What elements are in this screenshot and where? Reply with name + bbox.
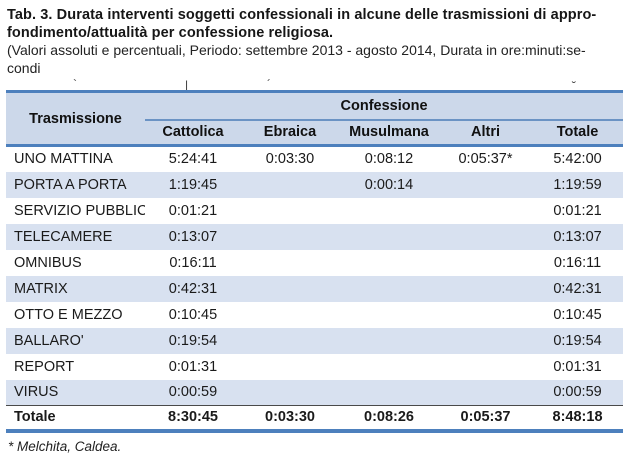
cell-ebraica <box>241 249 339 276</box>
cell-trasmissione: BALLARO' <box>6 327 145 354</box>
cell-totale: 0:01:21 <box>532 197 624 224</box>
cell-trasmissione: PORTA A PORTA <box>6 171 145 198</box>
cell-altri: 0:05:37 <box>439 405 532 431</box>
glyph-fragment: | <box>185 78 189 90</box>
cell-totale: 0:13:07 <box>532 223 624 250</box>
caption-title-line-1: Tab. 3. Durata interventi soggetti confe… <box>7 7 597 23</box>
cell-altri <box>439 249 532 276</box>
cell-musulmana: 0:00:14 <box>339 171 439 198</box>
table-row: VIRUS 0:00:59 0:00:59 <box>6 379 624 406</box>
cell-altri <box>439 197 532 224</box>
cell-totale: 0:42:31 <box>532 275 624 302</box>
cell-musulmana <box>339 379 439 406</box>
confession-duration-table: Trasmissione Confessione Cattolica Ebrai… <box>6 90 624 433</box>
cell-cattolica: 0:01:31 <box>145 353 241 380</box>
cell-totale: 0:19:54 <box>532 327 624 354</box>
column-group-header-confessione: Confessione <box>145 91 624 121</box>
cell-ebraica: 0:03:30 <box>241 145 339 172</box>
table-caption: Tab. 3. Durata interventi soggetti confe… <box>7 7 624 77</box>
cell-totale: 0:00:59 <box>532 379 624 406</box>
cell-trasmissione: SERVIZIO PUBBLICO <box>6 197 145 224</box>
table-row: REPORT 0:01:31 0:01:31 <box>6 353 624 380</box>
cell-cattolica: 1:19:45 <box>145 171 241 198</box>
table-header-columns-row: Cattolica Ebraica Musulmana Altri Totale <box>6 119 624 147</box>
cell-cattolica: 8:30:45 <box>145 405 241 431</box>
cell-musulmana <box>339 197 439 224</box>
table-row: BALLARO' 0:19:54 0:19:54 <box>6 327 624 354</box>
cell-altri: 0:05:37* <box>439 145 532 172</box>
cell-cattolica: 0:01:21 <box>145 197 241 224</box>
cell-altri <box>439 327 532 354</box>
cell-cattolica: 0:16:11 <box>145 249 241 276</box>
cell-ebraica <box>241 223 339 250</box>
glyph-fragment: ` <box>73 77 77 90</box>
cell-trasmissione: UNO MATTINA <box>6 145 145 172</box>
cell-totale: 5:42:00 <box>532 145 624 172</box>
cell-musulmana <box>339 301 439 328</box>
cell-trasmissione: Totale <box>6 405 145 431</box>
column-header-trasmissione: Trasmissione <box>6 91 145 147</box>
table-row: OMNIBUS 0:16:11 0:16:11 <box>6 249 624 276</box>
cell-musulmana <box>339 327 439 354</box>
table-row: UNO MATTINA 5:24:41 0:03:30 0:08:12 0:05… <box>6 145 624 172</box>
cell-trasmissione: OMNIBUS <box>6 249 145 276</box>
cell-musulmana <box>339 249 439 276</box>
cell-trasmissione: MATRIX <box>6 275 145 302</box>
cell-cattolica: 0:13:07 <box>145 223 241 250</box>
cell-cattolica: 0:10:45 <box>145 301 241 328</box>
glyph-fragment: ˘ <box>572 79 576 90</box>
cell-ebraica <box>241 379 339 406</box>
cell-ebraica <box>241 275 339 302</box>
cell-trasmissione: TELECAMERE <box>6 223 145 250</box>
cell-trasmissione: REPORT <box>6 353 145 380</box>
table-row: SERVIZIO PUBBLICO 0:01:21 0:01:21 <box>6 197 624 224</box>
cell-totale: 8:48:18 <box>532 405 624 431</box>
caption-subtitle-line-2: condi <box>7 59 41 76</box>
cell-musulmana <box>339 223 439 250</box>
table-total-row: Totale 8:30:45 0:03:30 0:08:26 0:05:37 8… <box>6 405 624 431</box>
cell-cattolica: 5:24:41 <box>145 145 241 172</box>
cell-ebraica <box>241 353 339 380</box>
cell-cattolica: 0:42:31 <box>145 275 241 302</box>
table-row: OTTO E MEZZO 0:10:45 0:10:45 <box>6 301 624 328</box>
column-header-ebraica: Ebraica <box>241 119 339 147</box>
column-header-altri: Altri <box>439 119 532 147</box>
table-row: TELECAMERE 0:13:07 0:13:07 <box>6 223 624 250</box>
cell-ebraica: 0:03:30 <box>241 405 339 431</box>
cell-totale: 0:16:11 <box>532 249 624 276</box>
cell-altri <box>439 223 532 250</box>
cell-musulmana: 0:08:12 <box>339 145 439 172</box>
cell-ebraica <box>241 197 339 224</box>
table-row: MATRIX 0:42:31 0:42:31 <box>6 275 624 302</box>
cell-totale: 0:10:45 <box>532 301 624 328</box>
column-header-totale: Totale <box>532 119 624 147</box>
table-header-group-row: Trasmissione Confessione <box>6 91 624 147</box>
caption-title-line-2: fondimento/attualità per confessione rel… <box>7 24 334 41</box>
cell-ebraica <box>241 171 339 198</box>
cell-totale: 0:01:31 <box>532 353 624 380</box>
clipped-text-fragments: ` | ´ ˘ <box>7 77 624 90</box>
cell-totale: 1:19:59 <box>532 171 624 198</box>
table-row: PORTA A PORTA 1:19:45 0:00:14 1:19:59 <box>6 171 624 198</box>
cell-altri <box>439 353 532 380</box>
cell-altri <box>439 171 532 198</box>
cell-cattolica: 0:00:59 <box>145 379 241 406</box>
cell-musulmana <box>339 275 439 302</box>
cell-trasmissione: OTTO E MEZZO <box>6 301 145 328</box>
cell-musulmana: 0:08:26 <box>339 405 439 431</box>
cell-ebraica <box>241 301 339 328</box>
cell-cattolica: 0:19:54 <box>145 327 241 354</box>
glyph-fragment: ´ <box>267 77 271 90</box>
cell-altri <box>439 275 532 302</box>
column-header-musulmana: Musulmana <box>339 119 439 147</box>
table-footnote: * Melchita, Caldea. <box>8 438 122 454</box>
caption-subtitle-line-1: (Valori assoluti e percentuali, Periodo:… <box>7 42 586 58</box>
cell-ebraica <box>241 327 339 354</box>
cell-musulmana <box>339 353 439 380</box>
cell-trasmissione: VIRUS <box>6 379 145 406</box>
cell-altri <box>439 379 532 406</box>
cell-altri <box>439 301 532 328</box>
column-header-cattolica: Cattolica <box>145 119 241 147</box>
